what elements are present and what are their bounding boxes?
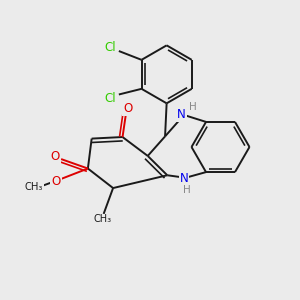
Text: N: N [180, 172, 188, 185]
Text: Cl: Cl [104, 92, 116, 105]
Text: O: O [123, 102, 132, 115]
Text: O: O [50, 150, 60, 163]
Text: CH₃: CH₃ [93, 214, 111, 224]
Text: H: H [189, 102, 197, 112]
Text: O: O [51, 175, 61, 188]
Text: CH₃: CH₃ [25, 182, 43, 192]
Text: Cl: Cl [104, 41, 116, 54]
Text: H: H [183, 185, 191, 195]
Text: N: N [177, 108, 186, 121]
